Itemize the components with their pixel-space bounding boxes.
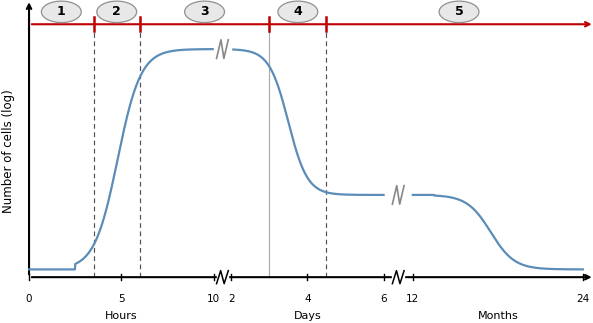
Text: Months: Months [477,311,518,321]
Text: 10: 10 [207,294,220,304]
Text: Days: Days [294,311,321,321]
Ellipse shape [42,1,81,23]
Text: 5: 5 [118,294,125,304]
Text: 5: 5 [455,5,463,18]
Text: 6: 6 [380,294,387,304]
Bar [213,40,231,58]
Text: Hours: Hours [105,311,138,321]
Text: 0: 0 [25,294,32,304]
Text: 12: 12 [406,294,419,304]
Text: 3: 3 [200,5,209,18]
Ellipse shape [97,1,136,23]
Bar [390,186,407,204]
Text: 24: 24 [576,294,589,304]
Text: 4: 4 [294,5,302,18]
Text: 1: 1 [57,5,66,18]
Text: 4: 4 [304,294,311,304]
Text: Number of cells (log): Number of cells (log) [2,89,15,214]
Ellipse shape [439,1,479,23]
Ellipse shape [278,1,318,23]
Text: 2: 2 [228,294,234,304]
Text: 2: 2 [112,5,121,18]
Bar [216,271,228,284]
Bar [393,271,404,284]
Ellipse shape [184,1,225,23]
